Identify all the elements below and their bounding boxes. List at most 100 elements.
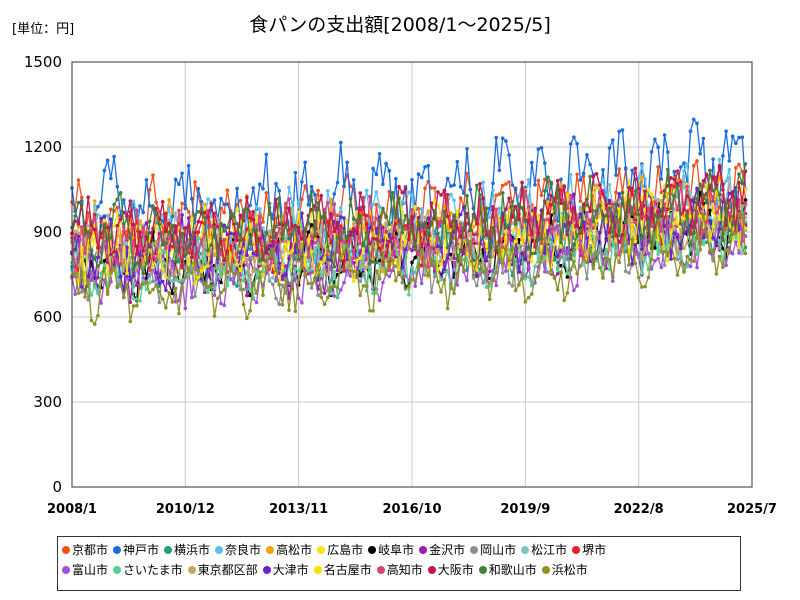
data-point bbox=[348, 274, 353, 278]
data-point bbox=[494, 135, 499, 140]
data-point bbox=[203, 205, 207, 210]
data-point bbox=[413, 255, 418, 260]
data-point bbox=[475, 283, 479, 288]
data-point bbox=[565, 206, 570, 211]
data-point bbox=[141, 249, 145, 253]
data-point bbox=[89, 278, 94, 283]
data-point bbox=[212, 211, 217, 216]
data-point bbox=[277, 222, 282, 226]
data-point bbox=[96, 264, 100, 268]
data-point bbox=[491, 278, 495, 282]
data-point bbox=[335, 268, 340, 273]
data-point bbox=[475, 273, 479, 277]
data-point bbox=[672, 256, 677, 261]
data-point bbox=[526, 265, 531, 269]
data-point bbox=[452, 245, 456, 250]
data-point bbox=[271, 270, 275, 275]
data-point bbox=[588, 222, 592, 226]
data-point bbox=[170, 223, 175, 228]
data-point bbox=[170, 260, 175, 265]
data-point bbox=[199, 208, 204, 213]
data-point bbox=[235, 186, 239, 191]
data-point bbox=[465, 171, 469, 176]
data-point bbox=[536, 178, 541, 183]
data-point bbox=[364, 284, 369, 288]
data-point bbox=[708, 249, 712, 253]
data-point bbox=[740, 251, 745, 256]
data-point bbox=[594, 172, 599, 176]
data-point bbox=[144, 221, 149, 225]
data-point bbox=[627, 179, 631, 183]
legend-label: 岐阜市 bbox=[378, 543, 415, 557]
data-point bbox=[329, 292, 333, 296]
data-point bbox=[630, 168, 634, 173]
data-point bbox=[487, 255, 492, 259]
y-tick-label: 0 bbox=[52, 478, 62, 496]
data-point bbox=[394, 235, 398, 239]
data-point bbox=[682, 270, 686, 274]
data-point bbox=[397, 196, 401, 201]
data-point bbox=[319, 295, 324, 300]
data-point bbox=[245, 269, 249, 274]
data-point bbox=[264, 246, 269, 250]
data-point bbox=[549, 180, 553, 185]
data-point bbox=[449, 224, 453, 229]
data-point bbox=[653, 231, 657, 236]
data-point bbox=[552, 275, 557, 279]
data-point bbox=[500, 245, 505, 249]
data-point bbox=[419, 224, 424, 229]
data-point bbox=[326, 189, 330, 193]
data-point bbox=[403, 214, 408, 218]
data-point bbox=[241, 302, 246, 307]
data-point bbox=[546, 270, 550, 275]
data-point bbox=[478, 270, 482, 275]
data-point bbox=[552, 232, 557, 236]
data-point bbox=[345, 268, 350, 273]
data-point bbox=[397, 234, 401, 239]
data-point bbox=[539, 145, 544, 150]
data-point bbox=[708, 186, 712, 190]
data-point bbox=[688, 264, 693, 269]
data-point bbox=[643, 226, 647, 230]
data-point bbox=[423, 230, 427, 234]
data-point bbox=[727, 159, 732, 163]
data-point bbox=[572, 288, 576, 293]
legend-marker-icon bbox=[521, 546, 530, 554]
data-point bbox=[157, 300, 162, 305]
data-point bbox=[329, 212, 333, 216]
data-point bbox=[555, 288, 560, 292]
data-point bbox=[455, 226, 460, 230]
data-point bbox=[222, 210, 226, 215]
data-point bbox=[112, 154, 116, 159]
data-point bbox=[688, 258, 693, 262]
data-point bbox=[251, 295, 256, 300]
data-point bbox=[245, 227, 249, 232]
data-point bbox=[313, 234, 317, 238]
legend-marker-icon bbox=[572, 546, 581, 554]
data-point bbox=[695, 265, 699, 270]
legend-label: 横浜市 bbox=[174, 543, 211, 557]
data-point bbox=[138, 263, 142, 267]
data-point bbox=[568, 240, 573, 244]
data-point bbox=[79, 270, 84, 274]
data-point bbox=[300, 264, 304, 269]
data-point bbox=[672, 226, 677, 231]
data-point bbox=[206, 215, 210, 219]
data-point bbox=[662, 224, 667, 228]
legend-marker-icon bbox=[478, 566, 487, 574]
data-point bbox=[465, 147, 469, 151]
data-point bbox=[559, 240, 563, 245]
data-point bbox=[698, 206, 702, 211]
data-point bbox=[662, 133, 667, 137]
data-point bbox=[251, 228, 256, 232]
data-point bbox=[575, 283, 579, 288]
data-point bbox=[484, 267, 489, 272]
data-point bbox=[737, 211, 741, 216]
data-point bbox=[481, 180, 486, 185]
legend-marker-icon bbox=[313, 566, 322, 574]
data-point bbox=[245, 195, 249, 200]
data-point bbox=[737, 172, 741, 176]
data-point bbox=[698, 214, 702, 218]
data-point bbox=[280, 274, 285, 278]
data-point bbox=[711, 157, 715, 161]
